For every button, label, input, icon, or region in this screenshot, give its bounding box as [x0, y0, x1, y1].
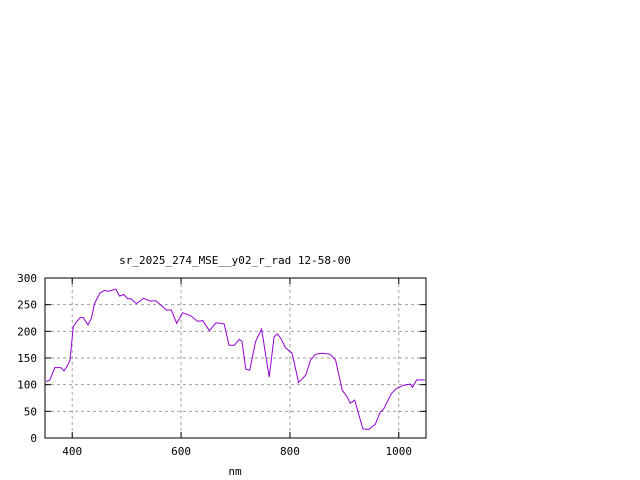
y-tick-label: 200 — [17, 325, 37, 338]
grid — [45, 278, 426, 438]
x-tick-label: 600 — [171, 445, 191, 458]
y-tick-label: 300 — [17, 272, 37, 285]
y-tick-label: 150 — [17, 352, 37, 365]
ticks: 0 50 100 150 200 250 300 400 600 800 1000 — [17, 272, 426, 458]
y-tick-label: 250 — [17, 299, 37, 312]
y-tick-label: 50 — [24, 405, 37, 418]
series-line — [45, 288, 425, 431]
chart-title: sr_2025_274_MSE__y02_r_rad 12-58-00 — [119, 254, 351, 267]
y-tick-label: 0 — [30, 432, 37, 445]
x-tick-label: 400 — [62, 445, 82, 458]
y-tick-label: 100 — [17, 379, 37, 392]
x-tick-label: 800 — [280, 445, 300, 458]
plot-frame — [44, 277, 427, 439]
x-axis-label: nm — [228, 465, 242, 478]
x-tick-label: 1000 — [386, 445, 413, 458]
